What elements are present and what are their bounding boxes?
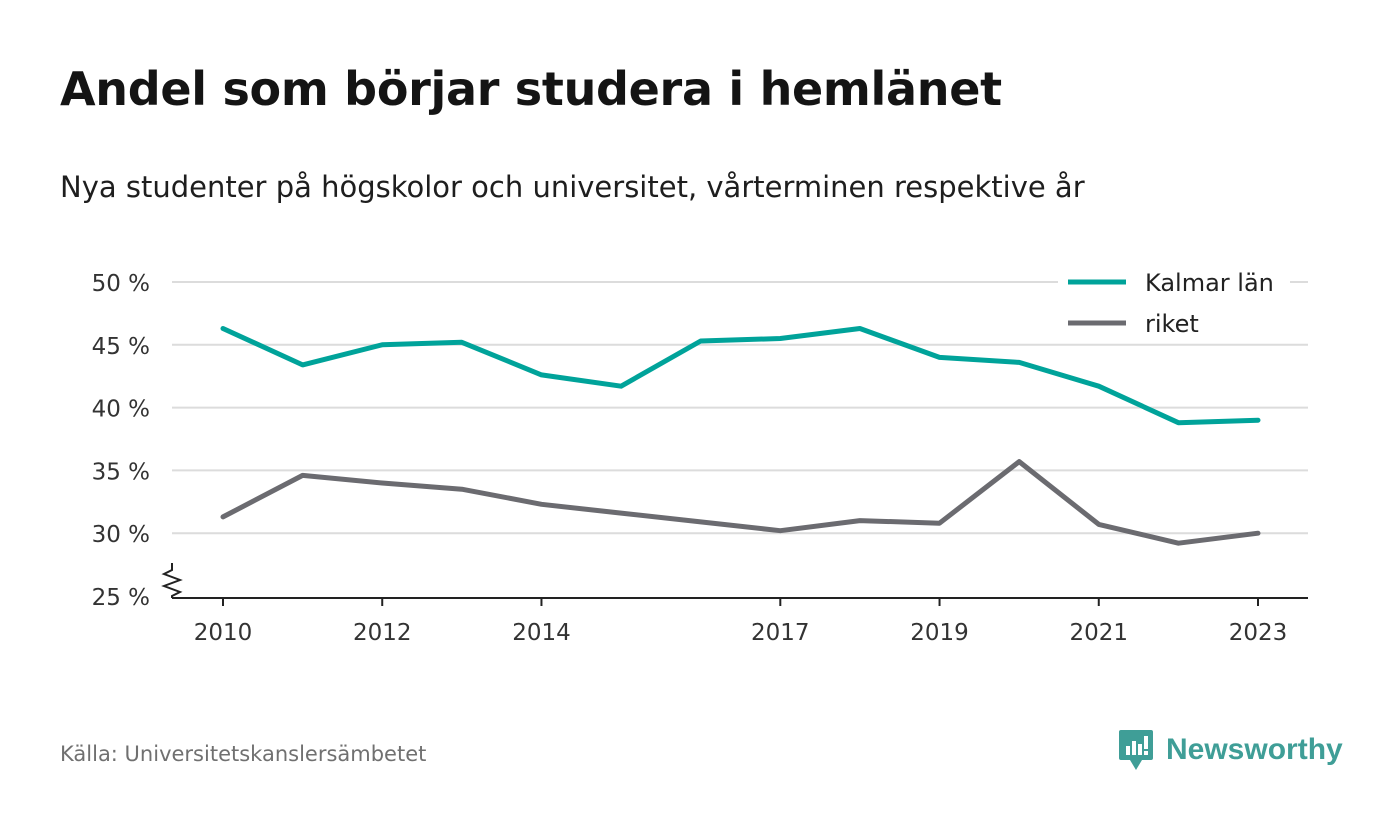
series-line-0 xyxy=(220,326,1261,426)
y-tick-label: 35 % xyxy=(92,459,150,485)
y-tick-label: 25 % xyxy=(92,585,150,611)
y-tick-label: 40 % xyxy=(92,397,150,423)
chart-title: Andel som börjar studera i hemlänet xyxy=(60,62,1002,116)
brand-logo: Newsworthy xyxy=(1118,728,1343,772)
x-tick-label: 2014 xyxy=(512,620,571,646)
brand-name: Newsworthy xyxy=(1166,733,1343,766)
legend-background xyxy=(1058,262,1290,342)
chart-subtitle: Nya studenter på högskolor och universit… xyxy=(60,170,1085,204)
series-line-1 xyxy=(220,459,1261,546)
y-tick-label: 50 % xyxy=(92,271,150,297)
x-tick-label: 2010 xyxy=(194,620,253,646)
x-tick-label: 2017 xyxy=(751,620,810,646)
y-tick-label: 45 % xyxy=(92,334,150,360)
line-chart: 25 % 30 % 35 % 40 % 45 % 50 % 2010 2012 2014 2017… xyxy=(91,262,1308,646)
x-tick-label: 2019 xyxy=(910,620,969,646)
y-tick-label: 30 % xyxy=(92,522,150,548)
x-tick-label: 2023 xyxy=(1229,620,1288,646)
legend-label: riket xyxy=(1145,310,1199,338)
newsworthy-logo-icon xyxy=(1119,730,1153,770)
x-tick-label: 2012 xyxy=(353,620,412,646)
source-note: Källa: Universitetskanslersämbetet xyxy=(60,742,427,766)
legend-label: Kalmar län xyxy=(1145,269,1274,297)
x-tick-label: 2021 xyxy=(1069,620,1128,646)
axis-break-icon xyxy=(161,563,183,598)
